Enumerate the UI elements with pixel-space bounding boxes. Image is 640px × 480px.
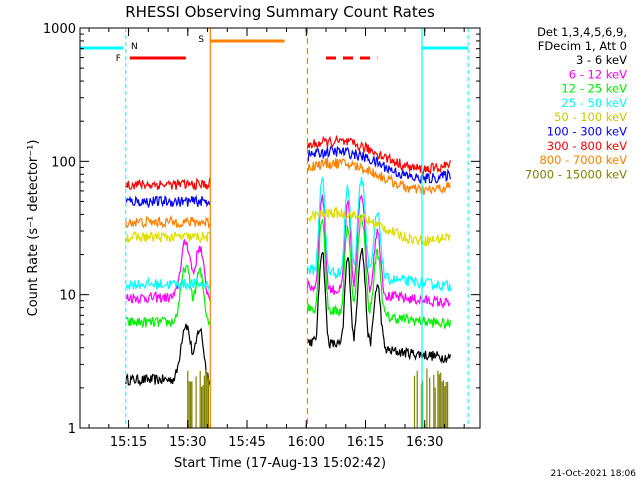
series-line-6-a <box>125 177 211 191</box>
series-2 <box>125 214 451 329</box>
series-3 <box>125 177 451 293</box>
x-tick-label-3: 16:00 <box>288 435 325 450</box>
series-line-7-a <box>125 214 211 229</box>
flag-label-0: N <box>131 42 138 52</box>
series-6 <box>125 134 451 191</box>
y-tick-label-1: 10 <box>59 289 76 304</box>
series-5 <box>125 145 451 209</box>
plot-area: NF S <box>80 28 469 428</box>
series-8 <box>187 368 449 428</box>
series-7 <box>125 158 451 229</box>
x-tick-label-4: 16:15 <box>347 435 384 450</box>
data-layer <box>80 28 469 428</box>
series-line-5-b <box>306 145 451 184</box>
series-line-0-b <box>306 247 451 364</box>
series-line-5-a <box>125 194 211 209</box>
series-1 <box>125 194 451 309</box>
legend-item-4: 50 - 100 keV <box>554 110 627 124</box>
series-line-3-a <box>125 276 211 292</box>
series-line-3-b <box>306 177 451 293</box>
series-0 <box>125 247 451 387</box>
legend-header-line-2: FDecim 1, Att 0 <box>538 39 627 53</box>
legend-item-6: 300 - 800 keV <box>547 139 627 153</box>
legend-item-0: 3 - 6 keV <box>576 53 627 67</box>
y-tick-label-0: 1 <box>68 422 76 437</box>
legend: Det 1,3,4,5,6,9, FDecim 1, Att 0 3 - 6 k… <box>525 25 627 181</box>
series-line-8-1 <box>413 368 449 428</box>
footer-date: 21-Oct-2021 18:06 <box>551 469 637 479</box>
series-line-2-a <box>125 264 211 329</box>
legend-item-7: 800 - 7000 keV <box>539 153 627 167</box>
chart-title: RHESSI Observing Summary Count Rates <box>125 3 435 21</box>
series-line-4-b <box>307 205 451 247</box>
series-line-7-b <box>306 158 451 196</box>
x-axis-label: Start Time (17-Aug-13 15:02:42) <box>174 456 386 471</box>
x-tick-label-5: 16:30 <box>406 435 443 450</box>
series-line-4-a <box>125 231 211 244</box>
flag-label-2: S <box>198 35 204 45</box>
series-line-8-0 <box>187 370 210 428</box>
series-line-1-b <box>306 194 451 309</box>
flag-label-1: F <box>116 54 121 64</box>
legend-item-5: 100 - 300 keV <box>547 125 627 139</box>
series-line-1-a <box>125 239 211 305</box>
legend-header-line-1: Det 1,3,4,5,6,9, <box>537 25 627 39</box>
x-tick-label-2: 15:45 <box>228 435 265 450</box>
y-tick-label-3: 1000 <box>43 22 76 37</box>
axes: 1 10 100 1000 15:15 15:30 15:45 16:00 16:15 16:30 <box>43 22 481 450</box>
legend-item-1: 6 - 12 keV <box>569 67 627 81</box>
legend-item-3: 25 - 50 keV <box>561 96 627 110</box>
legend-item-2: 12 - 25 keV <box>561 82 627 96</box>
series-line-0-a <box>125 323 211 387</box>
y-tick-label-2: 100 <box>51 155 76 170</box>
y-axis-label: Count Rate (s⁻¹ detector⁻¹) <box>26 140 41 317</box>
series-line-2-b <box>306 214 451 329</box>
series-4 <box>125 205 451 247</box>
x-tick-label-1: 15:30 <box>169 435 206 450</box>
plot-frame <box>79 27 481 429</box>
legend-item-8: 7000 - 15000 keV <box>525 167 627 181</box>
x-tick-label-0: 15:15 <box>110 435 147 450</box>
series-line-6-b <box>306 134 451 176</box>
